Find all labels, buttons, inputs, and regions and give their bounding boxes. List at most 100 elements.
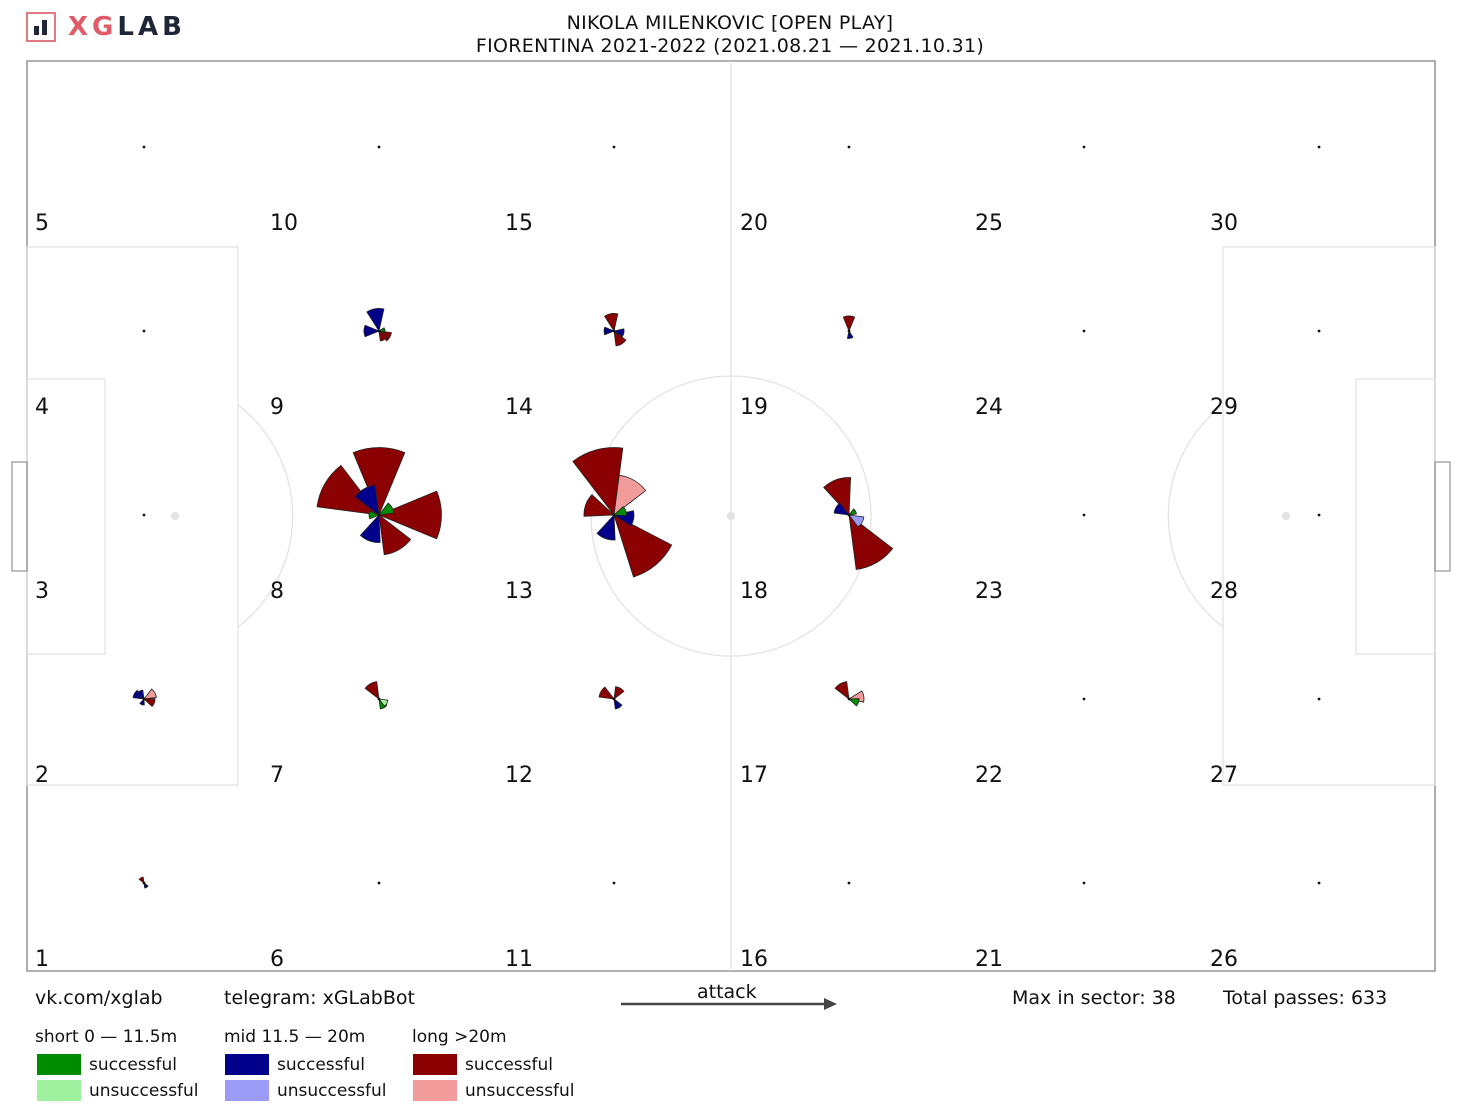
rose-sector-zone9-4: [377, 327, 386, 333]
rose-sector-zone12-2: [613, 698, 623, 710]
legend-swatch: [413, 1054, 457, 1075]
right-penalty-spot: [1281, 511, 1291, 521]
zone-dot-22: [1082, 697, 1086, 701]
rose-sector-zone2-0: [143, 688, 157, 700]
zone-dot-5: [142, 145, 146, 149]
rose-sector-zone8-5: [354, 484, 380, 516]
zone-dot-15: [612, 145, 616, 149]
right-penalty-box: [1222, 246, 1436, 786]
left-penalty-arc: [237, 404, 294, 628]
right-penalty-arc: [1167, 404, 1224, 628]
rose-sector-zone8-2: [377, 490, 442, 540]
zone-dot-23: [1082, 513, 1086, 517]
zone-dot-2: [142, 697, 146, 701]
rose-sector-zone8-7: [368, 510, 381, 520]
zone-dot-30: [1317, 145, 1321, 149]
rose-sector-zone17-0: [834, 681, 850, 700]
rose-sector-zone8-6: [378, 502, 395, 516]
zone-label-5: 5: [35, 211, 49, 236]
rose-sector-zone13-0: [572, 447, 624, 517]
zone-label-15: 15: [505, 211, 533, 236]
bar-chart-icon: [26, 12, 56, 42]
rose-sector-zone17-2: [848, 698, 860, 707]
rose-sector-zone1-1: [143, 882, 149, 889]
zone-label-29: 29: [1210, 395, 1238, 420]
zone-label-4: 4: [35, 395, 49, 420]
zone-label-7: 7: [270, 763, 284, 788]
zone-dot-4: [142, 329, 146, 333]
attack-arrow-icon: [621, 998, 837, 1010]
zone-label-8: 8: [270, 579, 284, 604]
zone-dot-20: [847, 145, 851, 149]
legend-swatch: [413, 1080, 457, 1101]
rose-sector-zone13-3: [583, 494, 615, 517]
zone-label-21: 21: [975, 947, 1003, 972]
zone-dot-1: [142, 881, 146, 885]
max-in-sector: Max in sector: 38: [1012, 987, 1176, 1009]
legend-long-successful: successful: [413, 1054, 553, 1075]
zone-dot-3: [142, 513, 146, 517]
total-passes: Total passes: 633: [1223, 987, 1388, 1009]
rose-sector-zone13-2: [613, 514, 673, 578]
rose-sector-zone18-0: [823, 477, 852, 516]
zone-dot-10: [377, 145, 381, 149]
zone-dot-9: [377, 329, 381, 333]
zone-dot-7: [377, 697, 381, 701]
zone-dot-19: [847, 329, 851, 333]
zone-label-25: 25: [975, 211, 1003, 236]
rose-sector-zone18-1: [848, 514, 894, 570]
legend-short-unsuccessful: unsuccessful: [37, 1080, 199, 1101]
zone-dot-18: [847, 513, 851, 517]
legend-short-successful: successful: [37, 1054, 177, 1075]
zone-dot-13: [612, 513, 616, 517]
zone-dot-12: [612, 697, 616, 701]
zone-label-14: 14: [505, 395, 533, 420]
rose-sector-zone13-6: [613, 506, 627, 516]
zone-label-13: 13: [505, 579, 533, 604]
zone-dot-29: [1317, 329, 1321, 333]
zone-label-26: 26: [1210, 947, 1238, 972]
zone-label-22: 22: [975, 763, 1003, 788]
zone-dot-24: [1082, 329, 1086, 333]
xglab-logo: XGLAB: [26, 12, 186, 42]
rose-sector-zone19-0: [842, 315, 856, 333]
rose-sector-zone14-1: [613, 330, 627, 347]
legend-mid-successful: successful: [225, 1054, 365, 1075]
rose-sector-zone7-0: [364, 681, 380, 700]
rose-sector-zone14-2: [603, 326, 616, 336]
zone-label-12: 12: [505, 763, 533, 788]
rose-sector-zone7-2: [378, 698, 389, 707]
right-goal: [1434, 461, 1451, 572]
telegram-handle: telegram: xGLabBot: [224, 987, 415, 1009]
zone-label-1: 1: [35, 947, 49, 972]
rose-sector-zone2-4: [139, 698, 145, 706]
rose-sector-zone2-1: [143, 698, 156, 707]
zone-label-17: 17: [740, 763, 768, 788]
pitch-markings: [11, 60, 1451, 972]
zone-dot-17: [847, 697, 851, 701]
logo-wordmark: XGLAB: [68, 12, 186, 42]
zone-dot-21: [1082, 881, 1086, 885]
rose-sector-zone13-4: [596, 514, 616, 541]
zone-dot-28: [1317, 513, 1321, 517]
zone-dot-27: [1317, 697, 1321, 701]
legend-long-heading: long >20m: [412, 1027, 507, 1047]
zone-label-16: 16: [740, 947, 768, 972]
zone-dot-25: [1082, 145, 1086, 149]
zone-label-24: 24: [975, 395, 1003, 420]
rose-sector-zone9-3: [378, 330, 388, 342]
legend-swatch: [37, 1080, 81, 1101]
zone-label-23: 23: [975, 579, 1003, 604]
left-penalty-spot: [170, 511, 180, 521]
zone-label-9: 9: [270, 395, 284, 420]
zone-label-2: 2: [35, 763, 49, 788]
legend-short-heading: short 0 — 11.5m: [35, 1027, 178, 1047]
zone-label-27: 27: [1210, 763, 1238, 788]
attack-label: attack: [697, 981, 757, 1003]
right-six-yard-box: [1355, 378, 1436, 655]
zone-label-6: 6: [270, 947, 284, 972]
zone-dot-6: [377, 881, 381, 885]
zone-label-11: 11: [505, 947, 533, 972]
left-penalty-box: [26, 246, 239, 786]
zone-dot-11: [612, 881, 616, 885]
